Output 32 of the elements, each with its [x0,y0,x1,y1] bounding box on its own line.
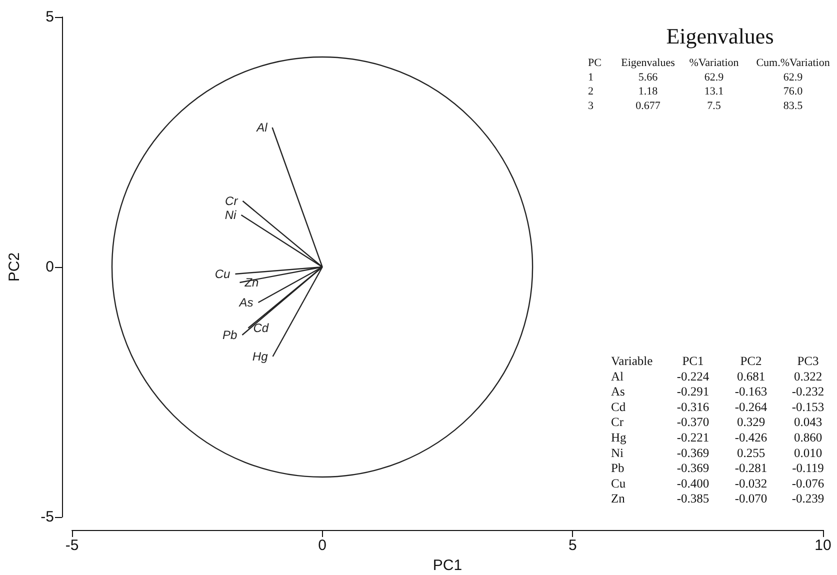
text: As -0.291 -0.163 -0.232 [611,384,824,399]
series-label: Cu [214,267,231,281]
y-tick-label: 0 [46,258,54,276]
y-tick-label: -5 [40,508,54,526]
text: Hg -0.221 -0.426 0.860 [611,430,822,444]
series-label: Ni [224,208,237,222]
series-label: Pb [222,328,238,342]
series-label: Cr [225,194,239,208]
series-label: As [238,296,254,310]
text: Cu -0.400 -0.032 -0.076 [611,476,824,490]
text: Variable PC1 PC2 PC3 [611,354,819,368]
text: Cr -0.370 0.329 0.043 [611,415,822,430]
chart-title: Eigenvalues [666,24,774,48]
text: Pb -0.369 -0.281 -0.119 [611,461,824,476]
series-label: Cd [253,321,269,335]
series-label: Hg [252,350,268,364]
x-tick-label: -5 [65,537,79,554]
x-tick-label: 10 [814,537,832,554]
y-tick-label: 5 [46,8,54,26]
text: PC Eigenvalues %Variation Cum.%Variation [588,57,830,69]
y-axis-title: PC2 [6,252,23,282]
text: Zn -0.385 -0.070 -0.239 [611,492,824,506]
text: Ni -0.369 0.255 0.010 [611,446,822,460]
x-tick-label: 0 [318,537,327,554]
series-label: Al [256,120,268,134]
x-tick-label: 5 [568,537,577,554]
x-axis-title: PC1 [432,556,462,574]
text: Al -0.224 0.681 0.322 [611,369,822,384]
text: Cd -0.316 -0.264 -0.153 [611,400,824,414]
text: 3 0.677 7.5 83.5 [588,100,803,112]
text: 2 1.18 13.1 76.0 [588,86,803,98]
text: 1 5.66 62.9 62.9 [588,71,803,84]
